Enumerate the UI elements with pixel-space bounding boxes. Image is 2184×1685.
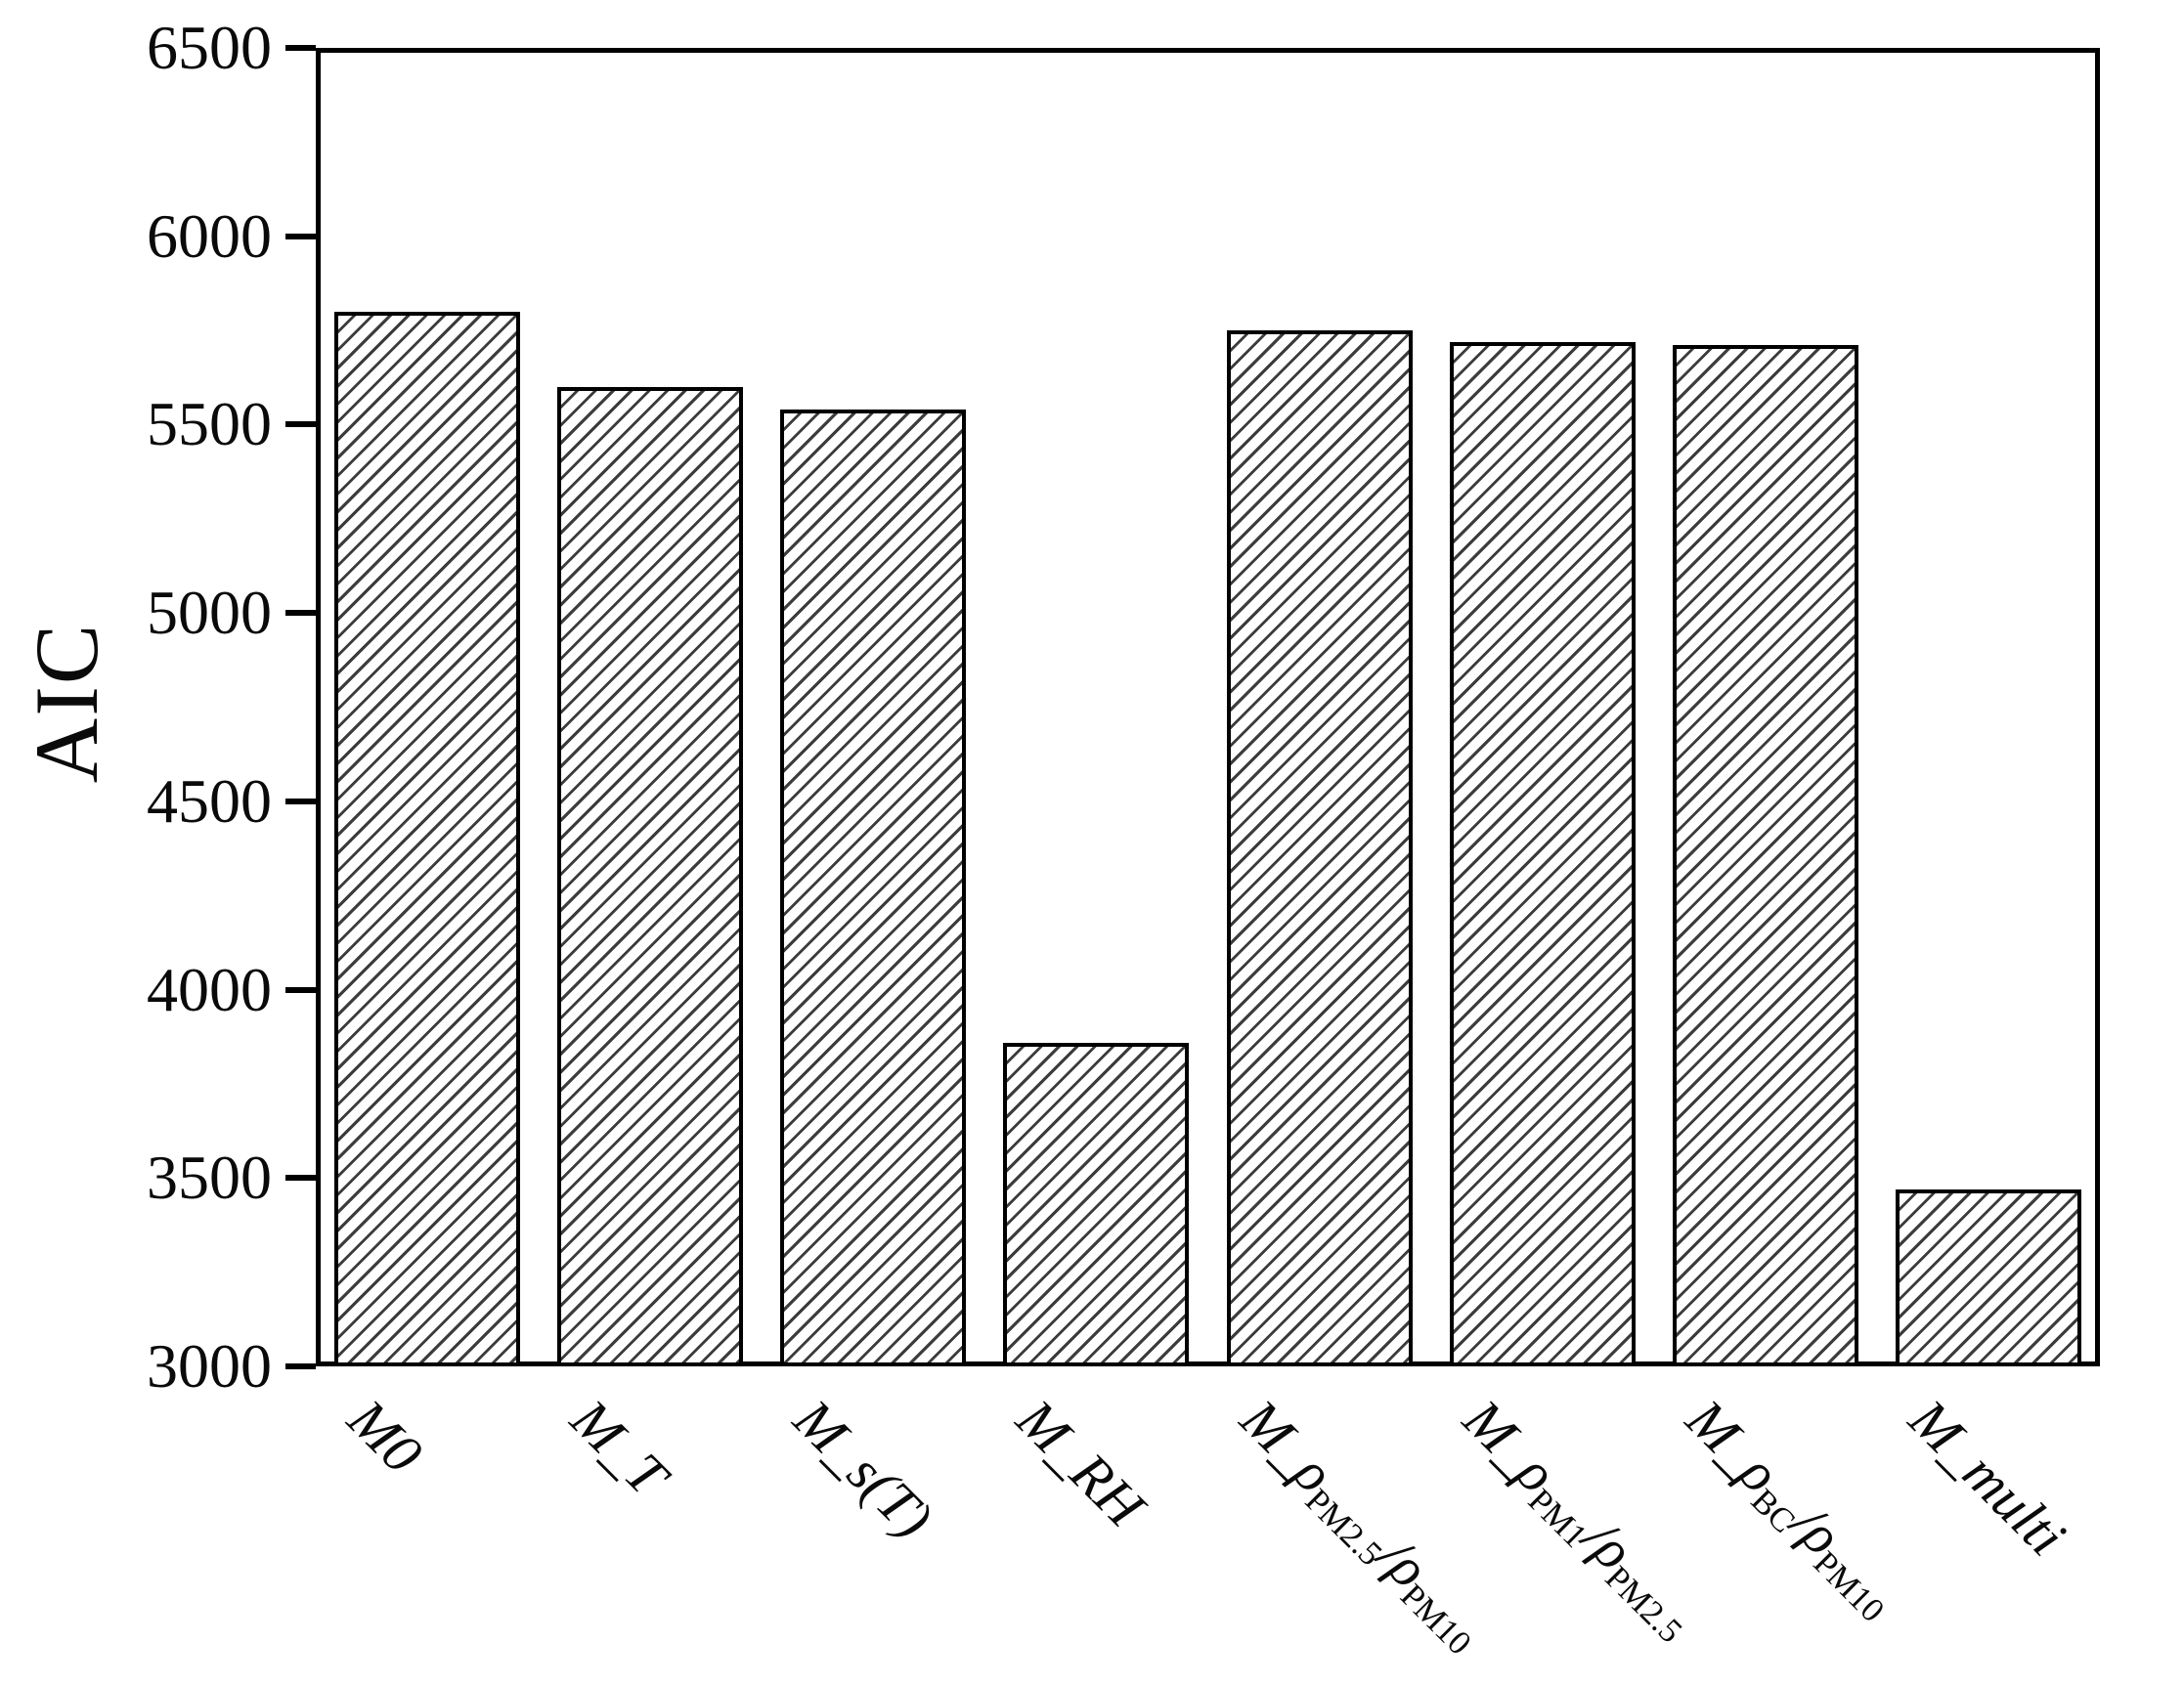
bar-M_multi	[1895, 1188, 2081, 1366]
y-tick-mark-4000	[285, 986, 316, 993]
bar-M0	[334, 311, 521, 1366]
bar-M_ρPM1/ρPM2.5	[1449, 341, 1636, 1366]
bar-M_ρBC/ρPM10	[1672, 345, 1858, 1366]
y-tick-label-6000: 6000	[147, 200, 272, 271]
label-subscript: PM2.5	[1297, 1481, 1390, 1574]
label-text: M0	[335, 1387, 435, 1486]
x-tick-label-M_s(T): M_s(T)	[782, 1387, 945, 1550]
label-text: M_multi	[1897, 1387, 2078, 1569]
x-tick-label-M_RH: M_RH	[1005, 1387, 1158, 1539]
y-tick-mark-6000	[285, 233, 316, 239]
bar-M_RH	[1003, 1042, 1190, 1366]
y-tick-mark-5500	[285, 421, 316, 428]
x-tick-label-M_multi: M_multi	[1897, 1387, 2078, 1569]
x-tick-label-M0: M0	[335, 1387, 435, 1486]
label-subscript: PM10	[1392, 1576, 1479, 1663]
y-tick-mark-4500	[285, 798, 316, 804]
y-tick-label-4000: 4000	[147, 954, 272, 1024]
label-subscript: PM2.5	[1597, 1558, 1690, 1651]
y-tick-label-5500: 5500	[147, 389, 272, 459]
bar-M_s(T)	[780, 410, 967, 1366]
y-tick-label-3500: 3500	[147, 1143, 272, 1213]
y-tick-mark-3000	[285, 1363, 316, 1369]
y-tick-label-6500: 6500	[147, 13, 272, 82]
y-tick-label-4500: 4500	[147, 765, 272, 836]
label-text: M_s(T)	[782, 1387, 945, 1550]
y-tick-mark-5000	[285, 610, 316, 617]
y-tick-mark-6500	[285, 45, 316, 51]
label-text: M_T	[559, 1387, 680, 1508]
y-tick-mark-3500	[285, 1175, 316, 1182]
y-tick-label-5000: 5000	[147, 578, 272, 648]
bar-M_ρPM2.5/ρPM10	[1226, 330, 1413, 1366]
y-tick-label-3000: 3000	[147, 1331, 272, 1401]
x-tick-label-M_ρBC/ρPM10: M_ρBC/ρPM10	[1671, 1387, 1910, 1629]
label-text: M_RH	[1005, 1387, 1158, 1539]
x-tick-label-M_T: M_T	[559, 1387, 680, 1508]
bar-M_T	[557, 386, 744, 1366]
